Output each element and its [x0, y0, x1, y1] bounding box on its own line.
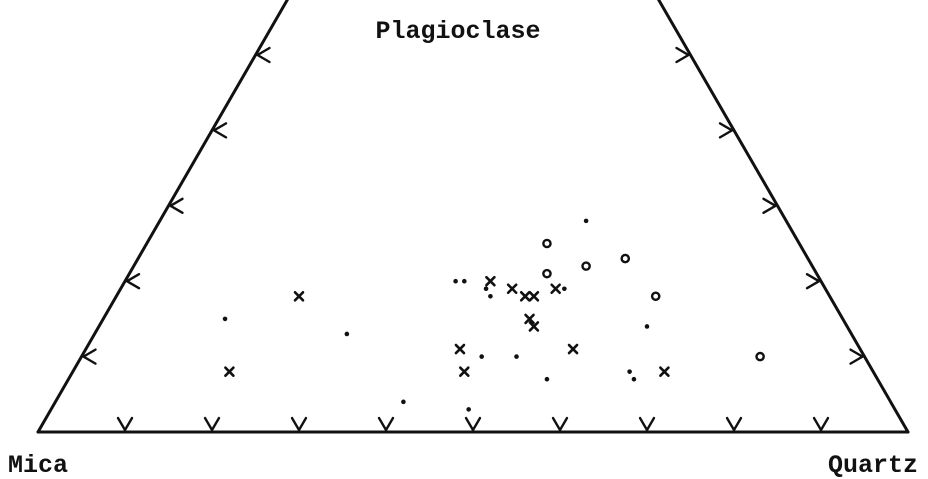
tick-bottom [203, 416, 221, 432]
tick-bottom [290, 416, 308, 432]
point-dot [627, 369, 632, 374]
point-circle [542, 238, 552, 249]
point-dot [466, 407, 471, 412]
tick-left [256, 46, 271, 64]
tick-bottom [551, 416, 569, 432]
point-dot [479, 354, 485, 359]
tick-bottom [116, 416, 134, 432]
point-x [293, 290, 305, 302]
point-dot [344, 331, 350, 337]
vertex-label-top: Plagioclase [375, 17, 540, 46]
point-dot [462, 278, 467, 284]
tick-right [849, 348, 864, 365]
tick-right [762, 197, 777, 214]
tick-marks [82, 46, 864, 432]
point-x [567, 343, 579, 355]
tick-bottom [464, 416, 482, 432]
point-circle [581, 261, 591, 271]
tick-left [169, 197, 184, 214]
edge-left [36, 0, 289, 434]
point-x [528, 321, 540, 332]
point-dot [544, 376, 550, 382]
point-x [528, 290, 540, 302]
point-circle [620, 253, 631, 264]
tick-bottom [377, 416, 395, 432]
point-dot [401, 399, 406, 405]
vertex-label-bottom-left: Mica [8, 451, 68, 479]
tick-left [212, 122, 228, 139]
data-points [222, 218, 765, 412]
point-dot [631, 376, 637, 382]
point-circle [542, 268, 552, 279]
tick-left [82, 348, 97, 365]
point-x [524, 313, 535, 325]
point-dot [583, 218, 589, 224]
tick-bottom [812, 416, 830, 432]
tick-right [718, 122, 734, 139]
point-x [485, 275, 496, 287]
point-x [519, 290, 531, 302]
point-x [659, 366, 670, 377]
tick-left [125, 273, 141, 290]
point-dot [488, 293, 493, 299]
point-x [454, 343, 466, 355]
tick-bottom [638, 416, 656, 432]
point-x [224, 366, 235, 377]
point-dot [453, 278, 458, 284]
tick-bottom [725, 416, 743, 432]
point-dot [562, 286, 567, 292]
tick-right [805, 273, 821, 290]
tick-right [675, 46, 690, 64]
point-dot [483, 286, 489, 292]
point-x [506, 283, 518, 295]
edge-right [657, 0, 910, 434]
point-dot [222, 316, 228, 322]
triangle-frame [36, 0, 910, 434]
point-x [458, 366, 470, 377]
point-circle [755, 351, 765, 362]
vertex-label-bottom-right: Quartz [828, 451, 918, 479]
point-circle [650, 291, 661, 302]
point-x [550, 283, 561, 295]
point-dot [514, 354, 519, 359]
point-dot [644, 324, 650, 329]
